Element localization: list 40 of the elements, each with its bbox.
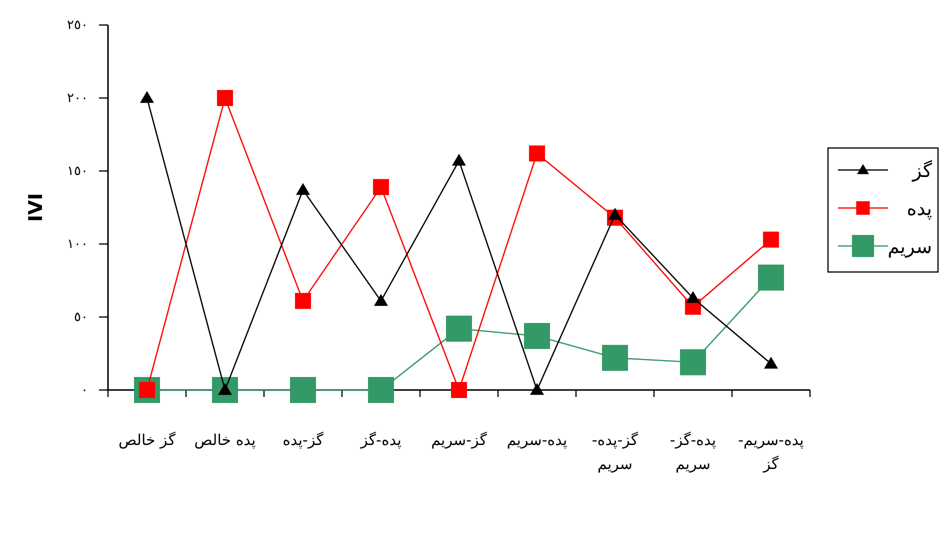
point — [529, 145, 545, 162]
x-tick-label: پده-گز — [359, 430, 402, 451]
x-tick-label: پده-گز-سریم — [668, 430, 718, 475]
x-tick-label: گز-سریم — [430, 430, 488, 451]
point — [446, 316, 472, 342]
point — [452, 154, 466, 166]
point — [290, 377, 316, 403]
point — [296, 182, 310, 195]
x-tick-label: گز-پده-سریم — [590, 430, 640, 475]
y-tick-label: ٢٥٠ — [67, 18, 88, 33]
point — [373, 179, 389, 196]
y-tick-label: ١٠٠ — [67, 237, 88, 252]
point — [295, 292, 311, 309]
x-tick-label: پده-سریم — [506, 430, 568, 451]
x-tick-label: گز خالص — [118, 430, 176, 451]
point — [680, 349, 706, 376]
point — [602, 344, 628, 371]
y-axis-title: IVI — [25, 193, 47, 222]
y-tick-label: ١٥٠ — [67, 164, 88, 179]
point — [217, 90, 233, 106]
point — [524, 322, 550, 349]
point — [686, 291, 700, 303]
point — [451, 382, 467, 398]
legend-label: گز — [911, 159, 933, 182]
x-tick-label: گز-پده — [282, 430, 324, 451]
legend-label: سریم — [888, 236, 932, 258]
y-tick-label: ٠ — [81, 383, 88, 398]
x-tick-label: پده خالص — [193, 430, 257, 451]
point — [764, 356, 778, 369]
point — [608, 208, 622, 220]
point — [140, 91, 154, 103]
x-tick-label: پده-سریم-گز — [737, 430, 805, 475]
point — [368, 377, 394, 403]
legend-label: پده — [906, 198, 932, 220]
point — [374, 294, 388, 306]
y-tick-label: ٥٠ — [74, 310, 88, 325]
point — [530, 383, 544, 395]
y-tick-label: ٢٠٠ — [67, 91, 88, 106]
point — [758, 264, 784, 291]
point — [763, 232, 779, 248]
